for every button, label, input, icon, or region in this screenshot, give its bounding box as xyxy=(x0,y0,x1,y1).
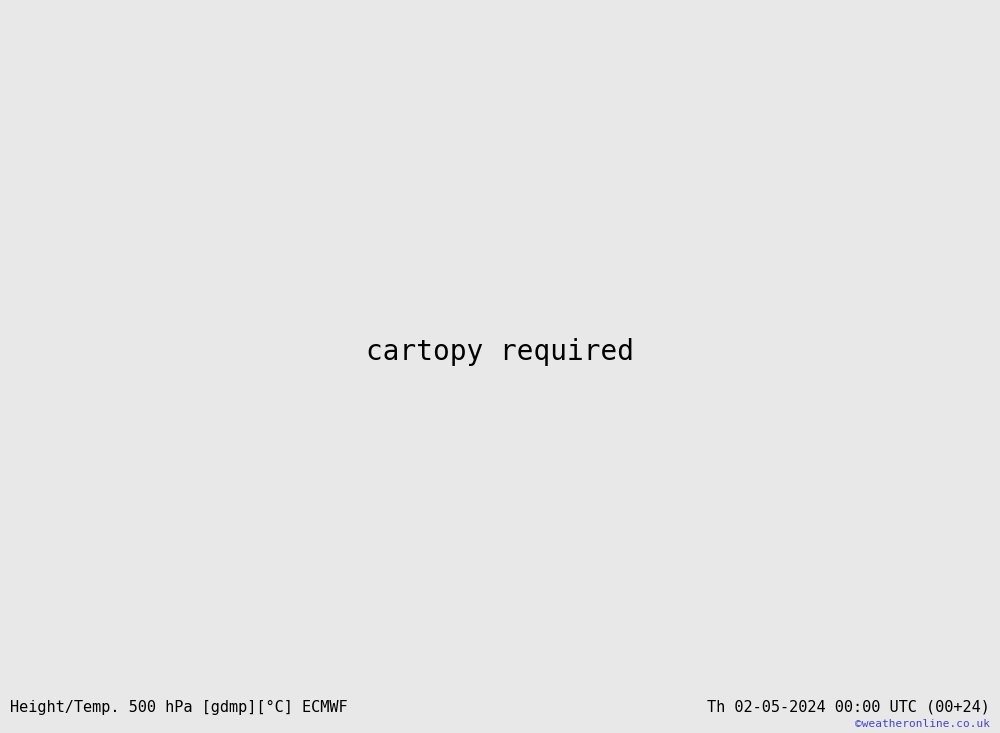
Text: ©weatheronline.co.uk: ©weatheronline.co.uk xyxy=(855,719,990,729)
Text: Height/Temp. 500 hPa [gdmp][°C] ECMWF: Height/Temp. 500 hPa [gdmp][°C] ECMWF xyxy=(10,700,348,715)
Text: Th 02-05-2024 00:00 UTC (00+24): Th 02-05-2024 00:00 UTC (00+24) xyxy=(707,700,990,715)
Text: cartopy required: cartopy required xyxy=(366,338,634,366)
